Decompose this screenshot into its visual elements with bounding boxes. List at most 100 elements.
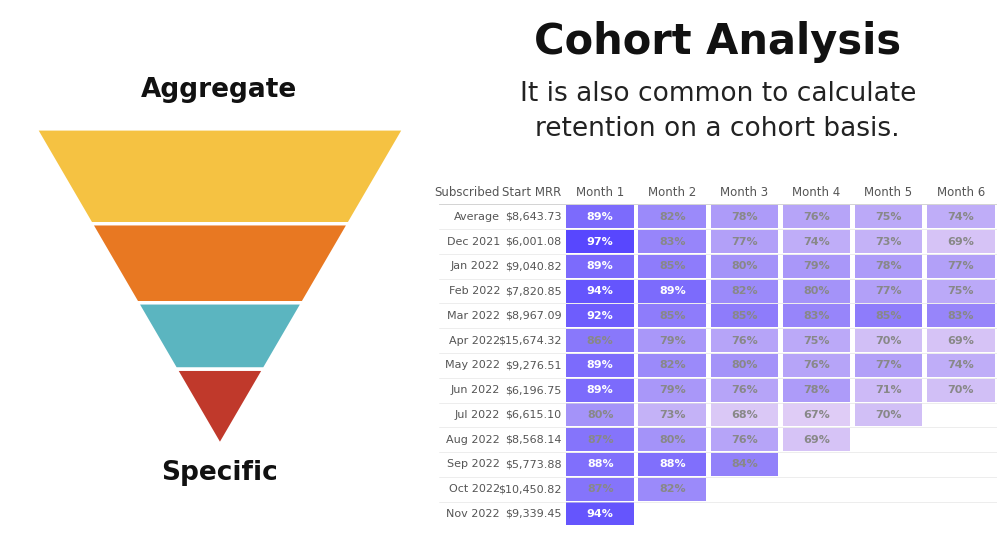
Text: 82%: 82% <box>659 360 686 371</box>
Text: 87%: 87% <box>587 434 613 445</box>
Bar <box>926 354 995 377</box>
Bar <box>855 354 922 377</box>
Text: 79%: 79% <box>659 385 686 395</box>
Bar <box>782 403 850 426</box>
Text: Feb 2022: Feb 2022 <box>448 286 500 296</box>
Bar <box>782 329 850 352</box>
Text: 80%: 80% <box>803 286 830 296</box>
Bar <box>567 280 634 302</box>
Text: 78%: 78% <box>875 262 901 271</box>
Bar <box>638 206 706 228</box>
Bar <box>638 379 706 402</box>
Text: $9,040.82: $9,040.82 <box>505 262 562 271</box>
Text: 74%: 74% <box>948 212 974 222</box>
Bar <box>567 354 634 377</box>
Text: Month 4: Month 4 <box>793 186 841 199</box>
Text: 94%: 94% <box>587 509 613 519</box>
Bar <box>567 503 634 525</box>
Text: Sep 2022: Sep 2022 <box>447 459 500 469</box>
Text: $5,773.88: $5,773.88 <box>505 459 562 469</box>
Bar <box>638 354 706 377</box>
Bar <box>711 379 778 402</box>
Text: 89%: 89% <box>587 212 613 222</box>
Text: 70%: 70% <box>875 336 901 346</box>
Bar <box>567 230 634 253</box>
Text: 94%: 94% <box>587 286 613 296</box>
Text: 79%: 79% <box>803 262 830 271</box>
Text: 83%: 83% <box>659 237 686 246</box>
Bar <box>711 206 778 228</box>
Bar <box>638 280 706 302</box>
Text: 75%: 75% <box>948 286 974 296</box>
Text: 73%: 73% <box>875 237 901 246</box>
Bar <box>711 230 778 253</box>
Text: 80%: 80% <box>731 360 757 371</box>
Text: Specific: Specific <box>161 460 278 485</box>
Bar <box>855 379 922 402</box>
Bar <box>567 255 634 278</box>
Text: 69%: 69% <box>948 237 974 246</box>
Text: 74%: 74% <box>803 237 830 246</box>
Bar <box>926 329 995 352</box>
Bar <box>782 379 850 402</box>
Text: 92%: 92% <box>587 311 613 321</box>
Text: Month 3: Month 3 <box>720 186 768 199</box>
Text: 70%: 70% <box>875 410 901 420</box>
Bar <box>638 304 706 327</box>
Text: 77%: 77% <box>731 237 757 246</box>
Text: $8,568.14: $8,568.14 <box>505 434 562 445</box>
Text: Month 2: Month 2 <box>649 186 697 199</box>
Text: Jun 2022: Jun 2022 <box>451 385 500 395</box>
Bar <box>855 329 922 352</box>
Text: 80%: 80% <box>587 410 613 420</box>
Text: Jan 2022: Jan 2022 <box>451 262 500 271</box>
Text: Subscribed: Subscribed <box>434 186 500 199</box>
Bar <box>711 280 778 302</box>
Text: $7,820.85: $7,820.85 <box>505 286 562 296</box>
Bar <box>926 255 995 278</box>
Text: Aggregate: Aggregate <box>141 77 298 103</box>
Text: 83%: 83% <box>948 311 974 321</box>
Text: $9,339.45: $9,339.45 <box>505 509 562 519</box>
Text: It is also common to calculate
retention on a cohort basis.: It is also common to calculate retention… <box>520 81 916 142</box>
Text: Month 6: Month 6 <box>937 186 985 199</box>
Bar <box>567 379 634 402</box>
Text: 89%: 89% <box>587 262 613 271</box>
Bar <box>926 379 995 402</box>
Text: Dec 2021: Dec 2021 <box>447 237 500 246</box>
Text: Month 5: Month 5 <box>864 186 912 199</box>
Bar <box>782 255 850 278</box>
Text: 83%: 83% <box>803 311 830 321</box>
Text: 80%: 80% <box>659 434 686 445</box>
Bar <box>638 403 706 426</box>
Text: May 2022: May 2022 <box>445 360 500 371</box>
Bar <box>855 255 922 278</box>
Bar <box>782 280 850 302</box>
Bar <box>782 206 850 228</box>
Bar <box>711 255 778 278</box>
Text: Mar 2022: Mar 2022 <box>447 311 500 321</box>
Bar <box>782 304 850 327</box>
Bar <box>855 280 922 302</box>
Text: Month 1: Month 1 <box>576 186 624 199</box>
Bar <box>638 478 706 500</box>
Text: 76%: 76% <box>731 336 757 346</box>
Text: 74%: 74% <box>948 360 974 371</box>
Text: Aug 2022: Aug 2022 <box>446 434 500 445</box>
Text: 76%: 76% <box>803 360 830 371</box>
Bar <box>711 304 778 327</box>
Bar <box>567 453 634 476</box>
Text: 89%: 89% <box>587 360 613 371</box>
Bar <box>567 329 634 352</box>
Text: Cohort Analysis: Cohort Analysis <box>534 21 901 63</box>
Text: 77%: 77% <box>875 360 901 371</box>
Text: Start MRR: Start MRR <box>502 186 562 199</box>
Bar <box>711 403 778 426</box>
Text: 77%: 77% <box>948 262 974 271</box>
Text: 75%: 75% <box>875 212 901 222</box>
Bar <box>711 329 778 352</box>
Text: 87%: 87% <box>587 484 613 494</box>
Bar <box>567 478 634 500</box>
Bar <box>567 403 634 426</box>
Bar <box>855 304 922 327</box>
